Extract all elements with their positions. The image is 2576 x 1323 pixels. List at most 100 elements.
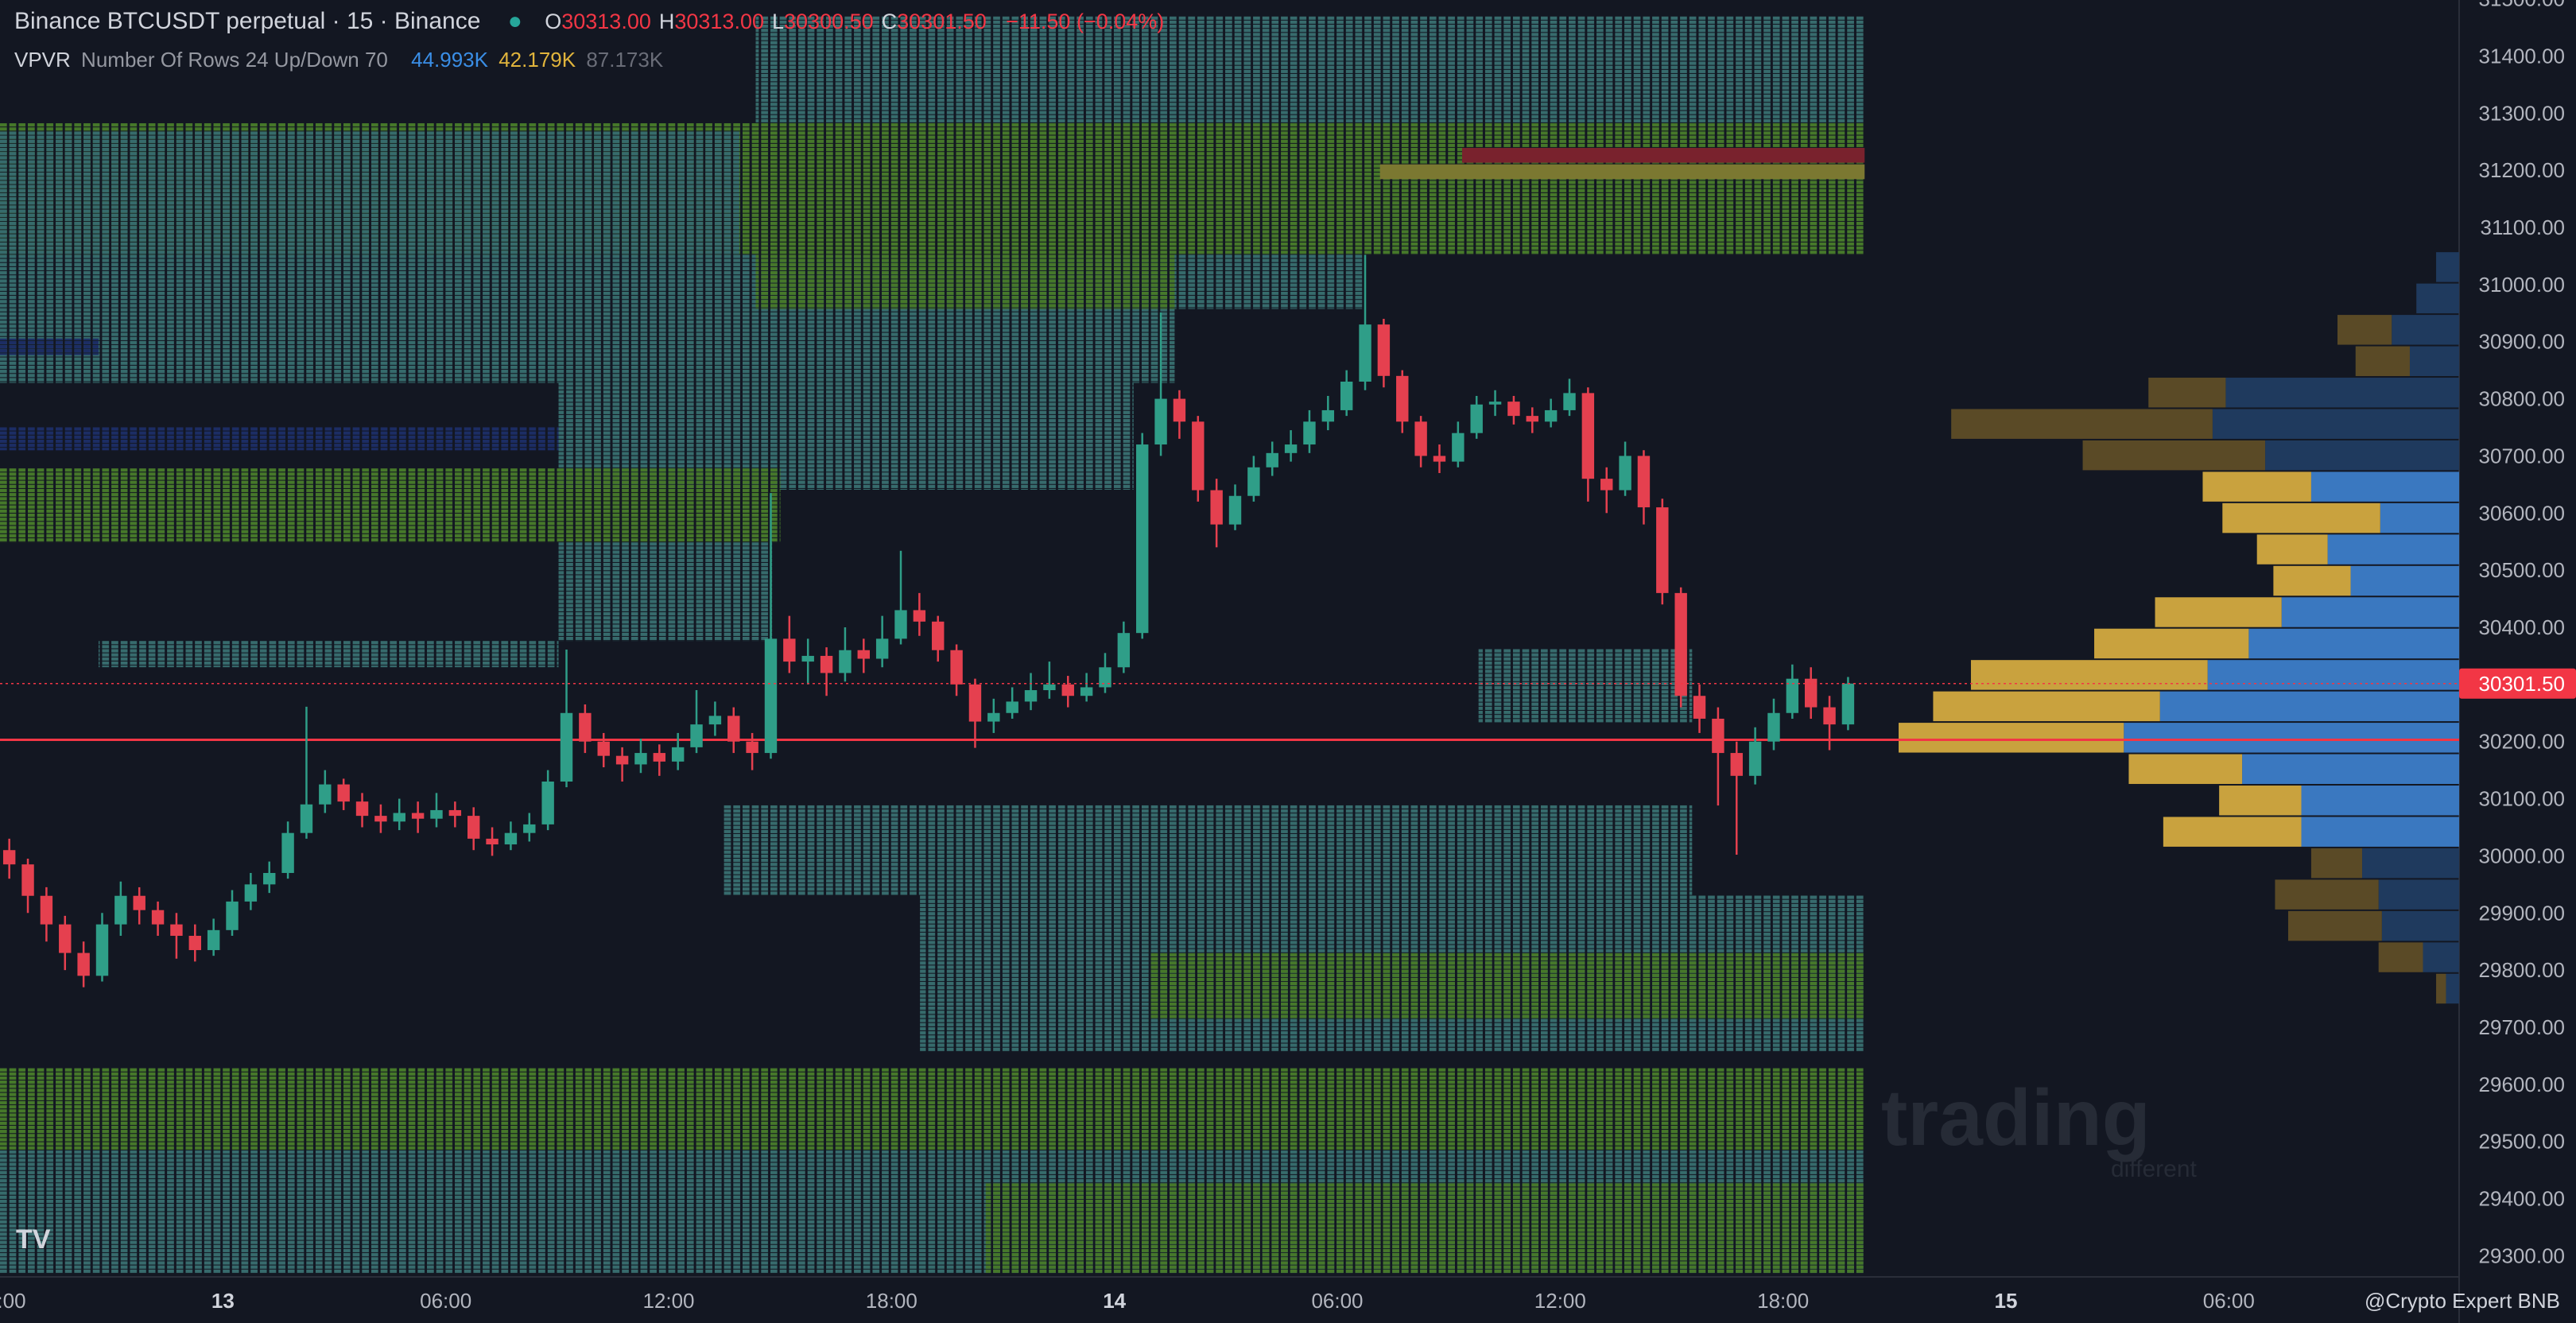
y-tick-label: 30800.00	[2479, 387, 2565, 411]
candle-body	[1061, 684, 1074, 696]
candle-body	[1507, 402, 1520, 417]
heat-band	[98, 641, 559, 668]
last-price-box	[2459, 668, 2576, 699]
candle-body	[1563, 393, 1576, 410]
heat-band	[755, 16, 1865, 124]
candle-body	[1712, 718, 1724, 754]
candle-body	[188, 936, 201, 950]
candle-body	[820, 655, 833, 673]
candle-body	[1396, 375, 1409, 422]
up-total: 44.993K	[411, 48, 488, 72]
y-tick-label: 29300.00	[2479, 1243, 2565, 1267]
candle-body	[1730, 753, 1743, 776]
x-tick-label: 18:00	[1757, 1289, 1809, 1313]
candle-body	[1488, 402, 1502, 405]
profile-down-bar	[2287, 910, 2382, 941]
y-tick-label: 31500.00	[2479, 0, 2565, 11]
candle-body	[337, 784, 350, 802]
profile-down-bar	[2148, 378, 2226, 408]
y-tick-label: 31200.00	[2479, 158, 2565, 182]
profile-down-bar	[2202, 471, 2311, 502]
profile-down-bar	[2337, 315, 2392, 345]
heat-band	[1379, 164, 1865, 180]
candle-body	[634, 753, 647, 765]
candle-body	[1340, 382, 1353, 410]
candle-body	[690, 724, 703, 747]
y-tick-label: 29500.00	[2479, 1130, 2565, 1154]
last-price-label: 30301.50	[2479, 672, 2565, 696]
candle-body	[1823, 707, 1836, 725]
candle-body	[430, 809, 443, 819]
candle-body	[1321, 409, 1335, 422]
y-tick-label: 30900.00	[2479, 330, 2565, 354]
candle-body	[875, 638, 889, 659]
status-dot: ●	[507, 8, 522, 34]
y-tick-label: 30500.00	[2479, 558, 2565, 582]
candle-body	[95, 924, 109, 976]
profile-down-bar	[2163, 817, 2302, 847]
x-tick-label: 13	[211, 1289, 235, 1313]
candle-body	[1470, 404, 1483, 433]
candle-body	[615, 755, 629, 765]
candle-body	[281, 832, 294, 873]
profile-up-bar	[2281, 597, 2459, 627]
candle-body	[21, 864, 34, 896]
candle-body	[1637, 456, 1651, 508]
heat-band	[0, 1068, 1865, 1150]
candle-body	[207, 929, 220, 950]
candle-body	[1117, 633, 1131, 668]
candle-body	[764, 638, 778, 754]
y-tick-label: 30000.00	[2479, 844, 2565, 867]
profile-up-bar	[2301, 786, 2459, 816]
candle-body	[300, 804, 313, 833]
profile-down-bar	[2219, 786, 2302, 816]
candle-body	[1192, 421, 1205, 491]
candle-body	[374, 816, 387, 822]
x-tick-label: 14	[1103, 1289, 1126, 1313]
ohlc-key: O	[545, 10, 562, 33]
candle-body	[1786, 678, 1799, 713]
y-tick-label: 29700.00	[2479, 1015, 2565, 1039]
profile-down-bar	[2378, 942, 2423, 972]
ohlc-value: 30313.00	[674, 10, 764, 33]
profile-down-bar	[1899, 723, 2124, 753]
y-tick-label: 30200.00	[2479, 730, 2565, 754]
ohlc-key: C	[881, 10, 898, 33]
profile-up-bar	[2350, 565, 2459, 596]
candle-body	[319, 784, 332, 805]
candle-body	[1135, 444, 1149, 634]
logo: TV	[16, 1224, 51, 1255]
candle-body	[1804, 678, 1818, 708]
candle-body	[1748, 741, 1762, 776]
y-tick-label: 31000.00	[2479, 273, 2565, 297]
profile-up-bar	[2362, 848, 2459, 879]
profile-down-bar	[2128, 754, 2243, 785]
candle-body	[151, 910, 165, 925]
x-tick-label: 15	[1995, 1289, 2018, 1313]
candle-body	[913, 610, 926, 622]
candle-body	[1284, 444, 1298, 453]
profile-down-bar	[2155, 597, 2282, 627]
candle-body	[504, 832, 518, 845]
symbol-title: Binance BTCUSDT perpetual · 15 · Binance	[14, 8, 481, 34]
profile-up-bar	[2436, 252, 2459, 282]
profile-up-bar	[2265, 440, 2459, 471]
candle-body	[708, 716, 722, 725]
profile-up-bar	[2446, 973, 2459, 1004]
candle-body	[1452, 433, 1465, 462]
profile-up-bar	[2416, 283, 2459, 314]
heat-band	[558, 542, 773, 642]
y-tick-label: 30600.00	[2479, 501, 2565, 525]
candle-body	[653, 753, 666, 762]
profile-down-bar	[2310, 848, 2363, 879]
x-tick-label: 18:00	[0, 1289, 26, 1313]
profile-down-bar	[1951, 409, 2213, 439]
down-total: 42.179K	[499, 48, 576, 72]
candle-body	[1656, 507, 1669, 593]
profile-down-bar	[2256, 534, 2328, 565]
heat-band	[1150, 952, 1865, 1019]
x-tick-label: 06:00	[2203, 1289, 2255, 1313]
heat-band	[723, 805, 1693, 896]
